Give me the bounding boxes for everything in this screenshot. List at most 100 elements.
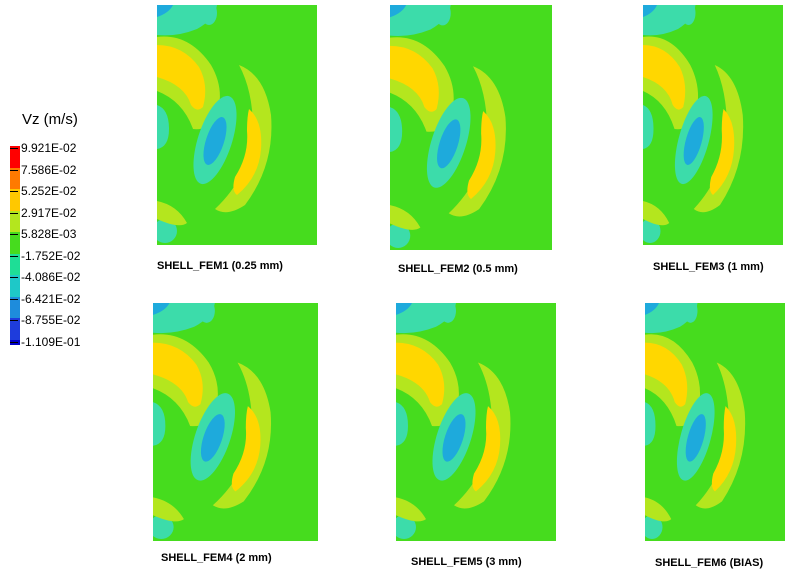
blue-center-core bbox=[203, 117, 227, 165]
yellow-left-crescent bbox=[396, 342, 445, 407]
contour-group bbox=[645, 303, 785, 541]
legend-swatch bbox=[10, 146, 20, 168]
legend-tick bbox=[10, 320, 18, 321]
contour-plot-fem1 bbox=[157, 5, 317, 245]
contour-group bbox=[643, 5, 783, 245]
cyan-bottom-patch bbox=[153, 515, 174, 540]
panel-caption-fem5: SHELL_FEM5 (3 mm) bbox=[411, 556, 522, 568]
panel-caption-fem1: SHELL_FEM1 (0.25 mm) bbox=[157, 260, 283, 272]
legend-tick bbox=[10, 169, 18, 171]
yellow-right-crescent bbox=[472, 406, 501, 492]
yellow-green-right-arc bbox=[448, 66, 506, 217]
panel-caption-fem2: SHELL_FEM2 (0.5 mm) bbox=[398, 263, 518, 275]
legend-tick bbox=[10, 298, 18, 300]
yellow-right-crescent bbox=[467, 111, 496, 199]
yellow-right-crescent bbox=[709, 109, 735, 195]
legend-swatch bbox=[10, 253, 20, 275]
legend-swatch bbox=[10, 167, 20, 189]
cyan-left-notch bbox=[153, 402, 166, 446]
contour-group bbox=[396, 303, 556, 541]
contour-group bbox=[390, 5, 552, 250]
legend-tick bbox=[10, 255, 18, 257]
cyan-left-notch bbox=[645, 402, 656, 446]
contour-panel-fem2: SHELL_FEM2 (0.5 mm) bbox=[390, 5, 590, 280]
legend-value-label: -8.755E-02 bbox=[21, 313, 81, 327]
cyan-bottom-patch bbox=[645, 515, 663, 540]
yellow-green-bottom-sliver bbox=[643, 201, 670, 226]
yellow-right-crescent bbox=[711, 406, 737, 492]
yellow-green-bottom-sliver bbox=[390, 205, 421, 230]
cyan-bottom-patch bbox=[643, 219, 661, 243]
blue-center-core bbox=[683, 117, 704, 165]
yellow-left-crescent bbox=[157, 45, 206, 110]
legend-tick bbox=[10, 234, 18, 235]
yellow-green-bottom-sliver bbox=[396, 497, 426, 522]
cyan-left-notch bbox=[396, 402, 408, 446]
blue-corner-region bbox=[645, 303, 659, 315]
cyan-top-patch bbox=[434, 5, 451, 26]
legend-tick bbox=[10, 277, 18, 278]
yellow-green-right-arc bbox=[215, 65, 272, 213]
blue-center-core bbox=[437, 119, 461, 169]
yellow-green-bottom-sliver bbox=[157, 201, 187, 226]
blue-corner-region bbox=[157, 5, 173, 17]
legend-swatch bbox=[10, 189, 20, 211]
contour-group bbox=[153, 303, 318, 541]
yellow-green-right-arc bbox=[454, 362, 511, 509]
legend-value-label: -4.086E-02 bbox=[21, 270, 81, 284]
legend-color-bar bbox=[10, 146, 20, 345]
cyan-top-patch bbox=[683, 303, 698, 323]
legend-swatch bbox=[10, 296, 20, 318]
contour-group bbox=[157, 5, 317, 245]
contour-panel-fem6: SHELL_FEM6 (BIAS) bbox=[645, 303, 795, 578]
legend-value-label: 7.586E-02 bbox=[21, 162, 77, 177]
cyan-bottom-patch bbox=[396, 515, 416, 540]
blue-corner-region bbox=[643, 5, 657, 17]
legend-value-label: 9.921E-02 bbox=[21, 141, 77, 155]
blue-center-core bbox=[442, 414, 466, 462]
yellow-green-right-arc bbox=[695, 362, 746, 509]
yellow-right-crescent bbox=[231, 406, 261, 492]
cyan-top-patch bbox=[440, 303, 456, 323]
blue-corner-region bbox=[390, 5, 407, 18]
yellow-green-right-arc bbox=[212, 362, 272, 509]
legend-tick bbox=[10, 148, 18, 149]
legend-tick bbox=[10, 191, 18, 192]
color-legend: Vz (m/s) 9.921E-02 7.586E-02 5.252E-02 2.91… bbox=[0, 0, 140, 585]
panel-caption-fem3: SHELL_FEM3 (1 mm) bbox=[653, 261, 764, 273]
yellow-right-crescent bbox=[233, 109, 262, 195]
yellow-green-bottom-sliver bbox=[645, 497, 672, 522]
yellow-green-right-arc bbox=[693, 65, 744, 213]
cyan-top-patch bbox=[198, 303, 215, 323]
legend-value-label: -1.752E-02 bbox=[21, 248, 81, 263]
yellow-left-crescent bbox=[643, 45, 686, 110]
legend-title: Vz (m/s) bbox=[22, 111, 78, 128]
contour-plot-fem5 bbox=[396, 303, 556, 541]
legend-value-label: 5.828E-03 bbox=[21, 227, 77, 241]
legend-swatch bbox=[10, 232, 20, 254]
legend-value-label: 2.917E-02 bbox=[21, 205, 77, 220]
contour-panel-fem4: SHELL_FEM4 (2 mm) bbox=[153, 303, 353, 578]
cyan-top-patch bbox=[681, 5, 696, 25]
yellow-green-bottom-sliver bbox=[153, 497, 184, 522]
panel-caption-fem4: SHELL_FEM4 (2 mm) bbox=[161, 552, 272, 564]
blue-center-core bbox=[200, 414, 225, 462]
legend-value-label: -6.421E-02 bbox=[21, 291, 81, 306]
contour-panel-fem5: SHELL_FEM5 (3 mm) bbox=[396, 303, 596, 578]
cyan-bottom-patch bbox=[390, 223, 411, 248]
cyan-top-patch bbox=[201, 5, 217, 25]
legend-value-label: -1.109E-01 bbox=[21, 334, 81, 349]
cyan-left-notch bbox=[157, 105, 169, 149]
contour-panel-fem3: SHELL_FEM3 (1 mm) bbox=[643, 5, 795, 280]
legend-swatch bbox=[10, 210, 20, 232]
cyan-bottom-patch bbox=[157, 219, 177, 243]
legend-tick bbox=[10, 212, 18, 214]
legend-swatch bbox=[10, 275, 20, 297]
contour-plot-fem2 bbox=[390, 5, 552, 250]
contour-panel-fem1: SHELL_FEM1 (0.25 mm) bbox=[157, 5, 357, 275]
yellow-left-crescent bbox=[153, 342, 203, 407]
contour-plot-fem6 bbox=[645, 303, 785, 541]
legend-value-label: 5.252E-02 bbox=[21, 184, 77, 198]
legend-tick bbox=[10, 341, 18, 343]
blue-center-core bbox=[685, 414, 706, 462]
